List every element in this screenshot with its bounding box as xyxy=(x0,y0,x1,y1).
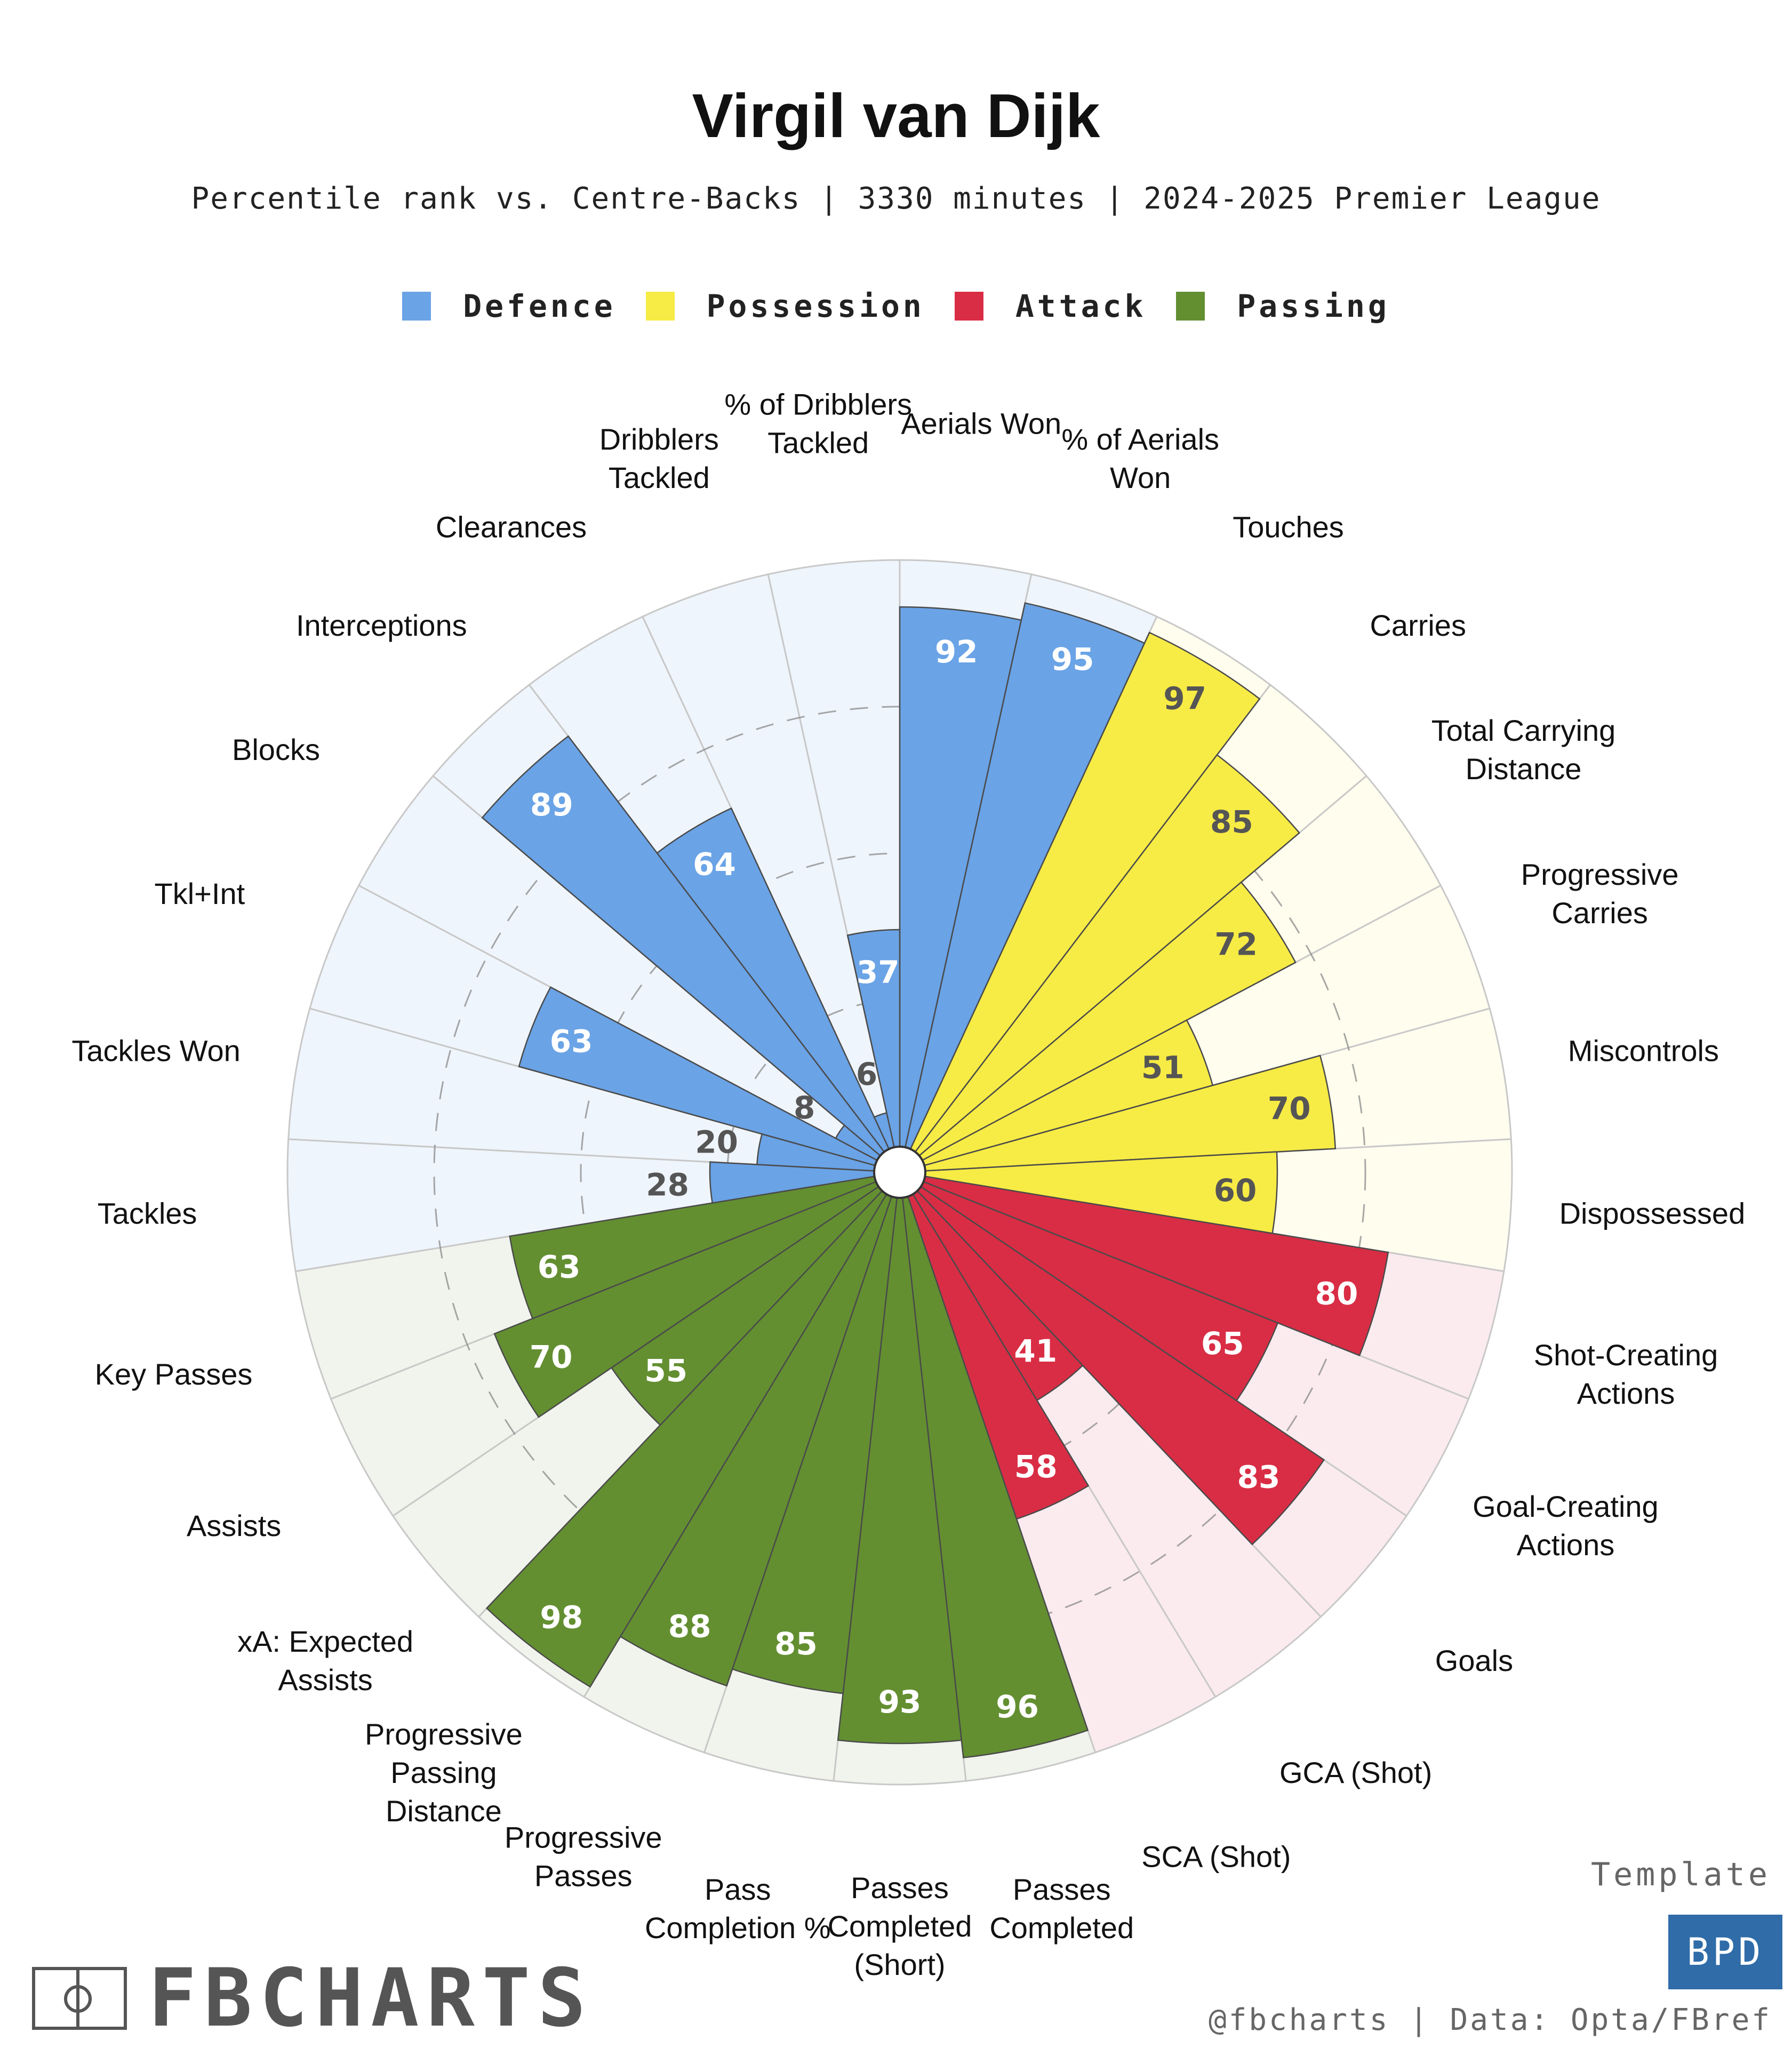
stat-label-interceptions: Interceptions xyxy=(296,609,467,642)
legend-label-defence: Defence xyxy=(463,288,616,324)
brand-name: FBCHARTS xyxy=(148,1952,594,2045)
stat-label-passes-completed: Passes Completed xyxy=(989,1873,1134,1945)
value-labels: 92 95 97 85 72 51 70 60 80 65 83 41 58 96 93 85 88 98 55 70… xyxy=(530,634,1358,1725)
legend-swatch-passing xyxy=(1176,292,1205,321)
stat-label-pass-completion: Pass Completion % xyxy=(645,1873,831,1945)
value-label-aerials-won: 92 xyxy=(935,634,978,670)
legend-swatch-possession xyxy=(645,292,675,321)
stat-labels: Aerials Won% of Aerials Won Touches Carries… xyxy=(71,387,1745,1981)
value-label-clearances: 64 xyxy=(693,846,736,882)
stat-label-progressive-passes: Progressive Passes xyxy=(505,1820,662,1892)
center-hole xyxy=(873,1146,926,1199)
stat-label-touches: Touches xyxy=(1233,510,1344,543)
stat-label-tackles: Tackles xyxy=(98,1196,197,1230)
value-label-total-carrying-distance: 72 xyxy=(1214,926,1258,962)
value-label-xa-expected-assists: 55 xyxy=(644,1353,687,1389)
value-label-miscontrols: 70 xyxy=(1268,1090,1311,1126)
legend-label-attack: Attack xyxy=(1015,288,1147,324)
value-label-of-dribblers-tackled: 37 xyxy=(857,954,900,990)
value-label-dribblers-tackled: 6 xyxy=(856,1056,877,1092)
stat-label-miscontrols: Miscontrols xyxy=(1568,1034,1719,1067)
stat-label-key-passes: Key Passes xyxy=(95,1357,253,1391)
stat-label-goals: Goals xyxy=(1435,1644,1513,1677)
value-label-tackles: 28 xyxy=(646,1167,689,1203)
stat-label-blocks: Blocks xyxy=(232,733,320,766)
stat-label-dribblers-tackled: Dribblers Tackled xyxy=(599,422,719,494)
value-label-carries: 85 xyxy=(1210,804,1253,840)
value-label-shot-creating-actions: 80 xyxy=(1315,1275,1358,1311)
stat-label-xa-expected-assists: xA: Expected Assists xyxy=(237,1625,413,1697)
legend-item-possession: Possession xyxy=(645,288,925,324)
value-bars xyxy=(481,602,1389,1758)
stat-label-tackles-won: Tackles Won xyxy=(71,1034,240,1067)
value-label-touches: 97 xyxy=(1163,680,1206,716)
template-badge: BPD xyxy=(1668,1915,1782,1989)
legend-label-possession: Possession xyxy=(706,288,925,324)
value-label-tackles-won: 20 xyxy=(695,1124,738,1161)
value-label-key-passes: 63 xyxy=(538,1249,581,1285)
stat-label-assists: Assists xyxy=(187,1509,281,1542)
stat-label-of-aerials-won: % of Aerials Won xyxy=(1061,422,1219,494)
data-credit: @fbcharts | Data: Opta/FBref xyxy=(1208,2003,1772,2037)
stat-label-progressive-carries: Progressive Carries xyxy=(1521,858,1679,930)
value-label-goal-creating-actions: 65 xyxy=(1201,1325,1244,1362)
value-label-blocks: 8 xyxy=(794,1090,815,1126)
legend-swatch-defence xyxy=(402,292,431,321)
value-label-progressive-passing-distance: 98 xyxy=(540,1599,583,1635)
chart-subtitle: Percentile rank vs. Centre-Backs | 3330 … xyxy=(191,181,1601,216)
stat-label-of-dribblers-tackled: % of Dribblers Tackled xyxy=(724,387,912,459)
legend-item-attack: Attack xyxy=(954,288,1147,324)
stat-label-carries: Carries xyxy=(1370,609,1466,642)
stat-label-progressive-passing-distance: Progressive Passing Distance xyxy=(365,1717,523,1828)
chart-title: Virgil van Dijk xyxy=(692,81,1100,150)
stat-label-passes-completed-short: Passes Completed (Short) xyxy=(828,1871,972,1981)
stat-label-shot-creating-actions: Shot-Creating Actions xyxy=(1534,1338,1718,1410)
stat-label-clearances: Clearances xyxy=(436,510,587,543)
value-label-dispossessed: 60 xyxy=(1214,1172,1257,1209)
stat-label-total-carrying-distance: Total Carrying Distance xyxy=(1431,714,1615,786)
legend-item-passing: Passing xyxy=(1176,288,1389,324)
legend-label-passing: Passing xyxy=(1237,288,1390,324)
value-label-assists: 70 xyxy=(530,1339,573,1375)
value-label-pass-completion: 85 xyxy=(774,1626,818,1662)
stat-label-dispossessed: Dispossessed xyxy=(1559,1196,1746,1230)
value-label-sca-shot: 58 xyxy=(1014,1449,1058,1485)
template-label: Template xyxy=(1591,1856,1771,1893)
stat-label-sca-shot: SCA (Shot) xyxy=(1141,1839,1291,1873)
value-label-of-aerials-won: 95 xyxy=(1051,641,1094,677)
legend-item-defence: Defence xyxy=(402,288,615,324)
value-label-progressive-passes: 88 xyxy=(668,1608,711,1644)
value-label-tkl-int: 63 xyxy=(550,1023,593,1060)
value-label-gca-shot: 41 xyxy=(1014,1333,1057,1369)
stat-label-goal-creating-actions: Goal-Creating Actions xyxy=(1473,1490,1659,1562)
legend-swatch-attack xyxy=(954,292,983,321)
value-label-interceptions: 89 xyxy=(530,787,573,823)
value-label-passes-completed-short: 93 xyxy=(878,1684,922,1720)
legend: Defence Possession Attack Passing xyxy=(0,288,1792,324)
stat-label-aerials-won: Aerials Won xyxy=(901,406,1061,440)
value-label-progressive-carries: 51 xyxy=(1141,1049,1185,1085)
pitch-logo-icon xyxy=(32,1967,127,2030)
stat-label-gca-shot: GCA (Shot) xyxy=(1279,1756,1432,1789)
value-label-passes-completed: 96 xyxy=(996,1689,1039,1725)
value-label-goals: 83 xyxy=(1237,1459,1281,1495)
stat-label-tkl-int: Tkl+Int xyxy=(155,877,245,910)
brand: FBCHARTS xyxy=(32,1952,593,2045)
